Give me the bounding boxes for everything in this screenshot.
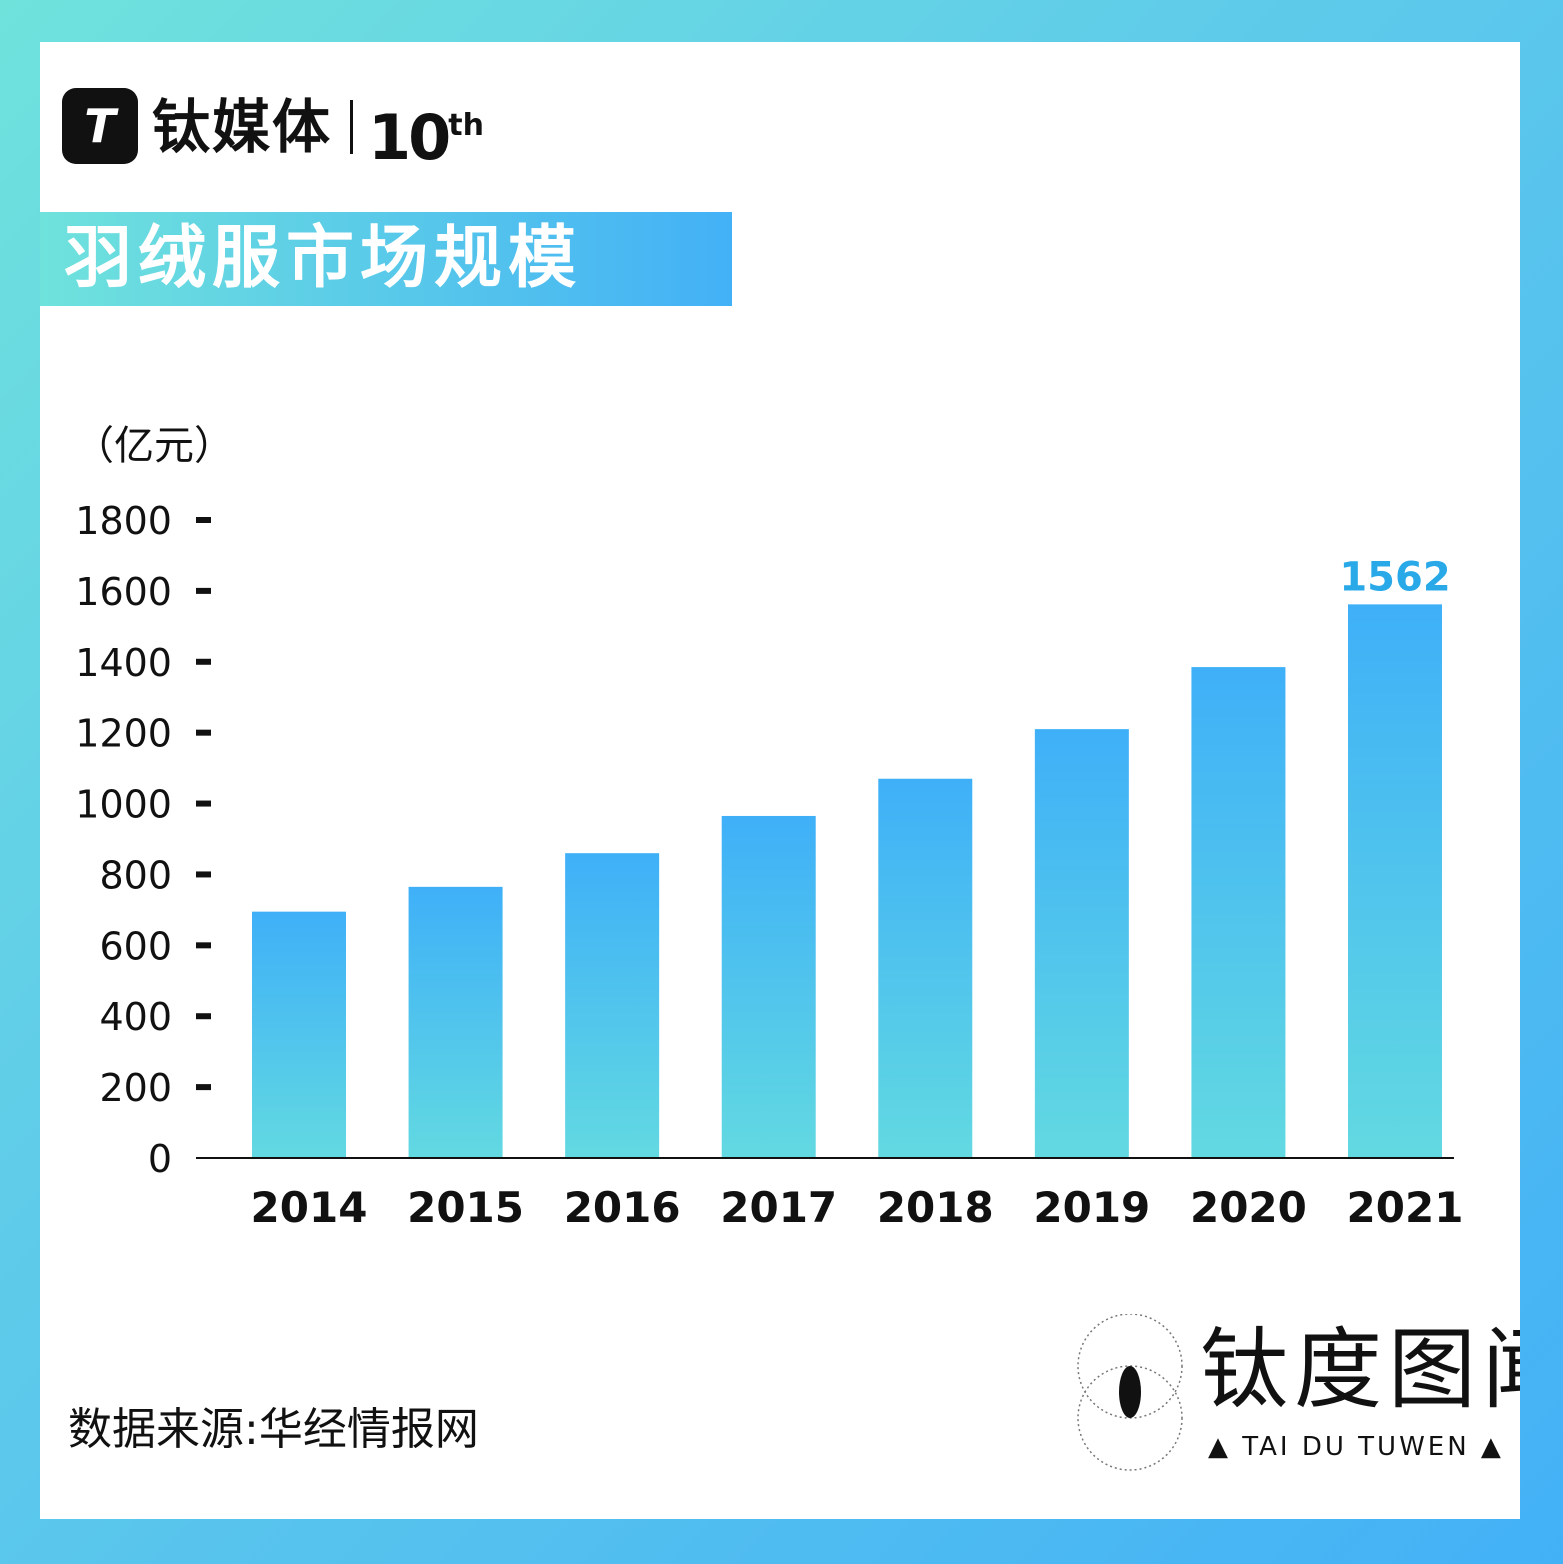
- y-tick-mark: [196, 1013, 211, 1020]
- y-tick-mark: [196, 871, 211, 878]
- x-tick-label: 2015: [407, 1183, 524, 1232]
- bar-2018: [878, 778, 973, 1158]
- y-tick-label: 1400: [75, 641, 172, 685]
- edition-suffix: th: [448, 108, 484, 143]
- x-tick-label: 2020: [1190, 1183, 1307, 1232]
- y-tick-mark: [196, 800, 211, 807]
- x-axis: 2014 2015 2016 2017 2018 2019 2020 2021: [251, 1183, 1464, 1232]
- bar-2017: [721, 815, 816, 1158]
- data-source: 数据来源:华经情报网: [68, 1404, 479, 1455]
- y-axis-unit: （亿元）: [74, 423, 234, 469]
- y-tick-mark: [196, 942, 211, 949]
- x-tick-label: 2017: [720, 1183, 837, 1232]
- eye-icon: [1077, 1314, 1183, 1471]
- y-tick-label: 600: [99, 924, 172, 968]
- bar-series: [252, 604, 1442, 1158]
- edition-number: 10: [368, 101, 451, 174]
- y-tick-label: 1000: [75, 783, 172, 827]
- brand-name: 钛度图闻: [1200, 1318, 1520, 1421]
- title-banner: 羽绒服市场规模: [40, 212, 732, 306]
- y-tick-mark: [196, 587, 211, 594]
- bar-2021: [1348, 604, 1442, 1158]
- y-tick-label: 200: [99, 1066, 172, 1110]
- y-tick-label: 800: [99, 853, 172, 897]
- logo-name: 钛媒体: [152, 93, 333, 161]
- data-labels: 1562: [1339, 554, 1450, 600]
- x-tick-label: 2019: [1033, 1183, 1150, 1232]
- x-tick-label: 2014: [251, 1183, 368, 1232]
- chart-title: 羽绒服市场规模: [64, 219, 583, 298]
- y-tick-label: 400: [99, 995, 172, 1039]
- y-tick-label: 1200: [75, 712, 172, 756]
- y-tick-mark: [196, 729, 211, 736]
- y-tick-mark: [196, 517, 211, 523]
- y-tick-label: 1600: [75, 570, 172, 614]
- bar-2016: [565, 853, 660, 1158]
- logo-divider: [350, 100, 353, 154]
- x-tick-label: 2018: [877, 1183, 994, 1232]
- data-label-2021: 1562: [1339, 554, 1450, 600]
- x-tick-label: 2016: [564, 1183, 681, 1232]
- bar-2019: [1034, 729, 1129, 1158]
- y-tick-label: 0: [148, 1137, 172, 1181]
- edition-badge: 10th: [368, 90, 484, 174]
- y-tick-mark: [196, 658, 211, 665]
- chart-card: T 钛媒体 10th 羽绒服市场规模 （亿元） 0 200 400 600 800 100…: [40, 42, 1520, 1519]
- logo-mark-icon: T: [62, 88, 138, 164]
- x-tick-label: 2021: [1347, 1183, 1464, 1232]
- y-tick-mark: [196, 1084, 211, 1091]
- brand-subtitle: ▲ TAI DU TUWEN ▲: [1208, 1432, 1504, 1462]
- y-axis: 0 200 400 600 800 1000 1200 1400 1600 1800: [75, 499, 211, 1181]
- bar-2020: [1191, 667, 1286, 1158]
- y-tick-label: 1800: [75, 499, 172, 543]
- brand-logo: 钛度图闻 ▲ TAI DU TUWEN ▲: [1076, 1314, 1520, 1474]
- bar-2014: [252, 911, 346, 1158]
- bar-2015: [408, 886, 503, 1158]
